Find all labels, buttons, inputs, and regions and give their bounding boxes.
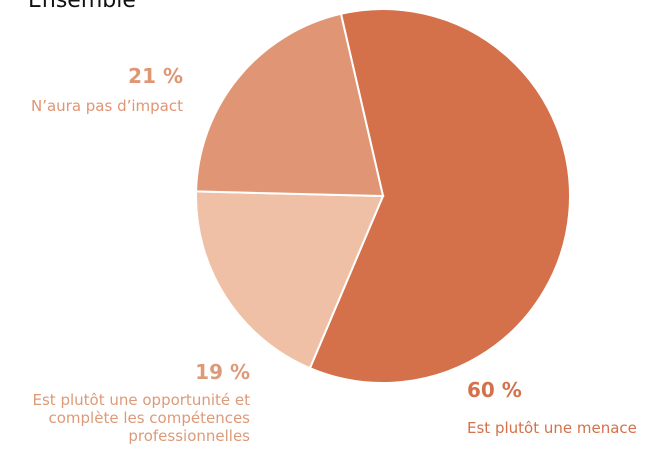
value-label: 21 % [128, 64, 183, 88]
chart-title: Ensemble [28, 0, 136, 13]
category-label: N’aura pas d’impact [30, 97, 183, 115]
value-label: 60 % [467, 378, 522, 402]
category-label: Est plutôt une menace [467, 419, 637, 437]
pie-slice [195, 190, 385, 370]
pie-slice [195, 12, 385, 198]
category-label: Est plutôt une opportunité et complète l… [32, 391, 250, 445]
value-label: 19 % [195, 360, 250, 384]
pie-slice [308, 8, 571, 384]
